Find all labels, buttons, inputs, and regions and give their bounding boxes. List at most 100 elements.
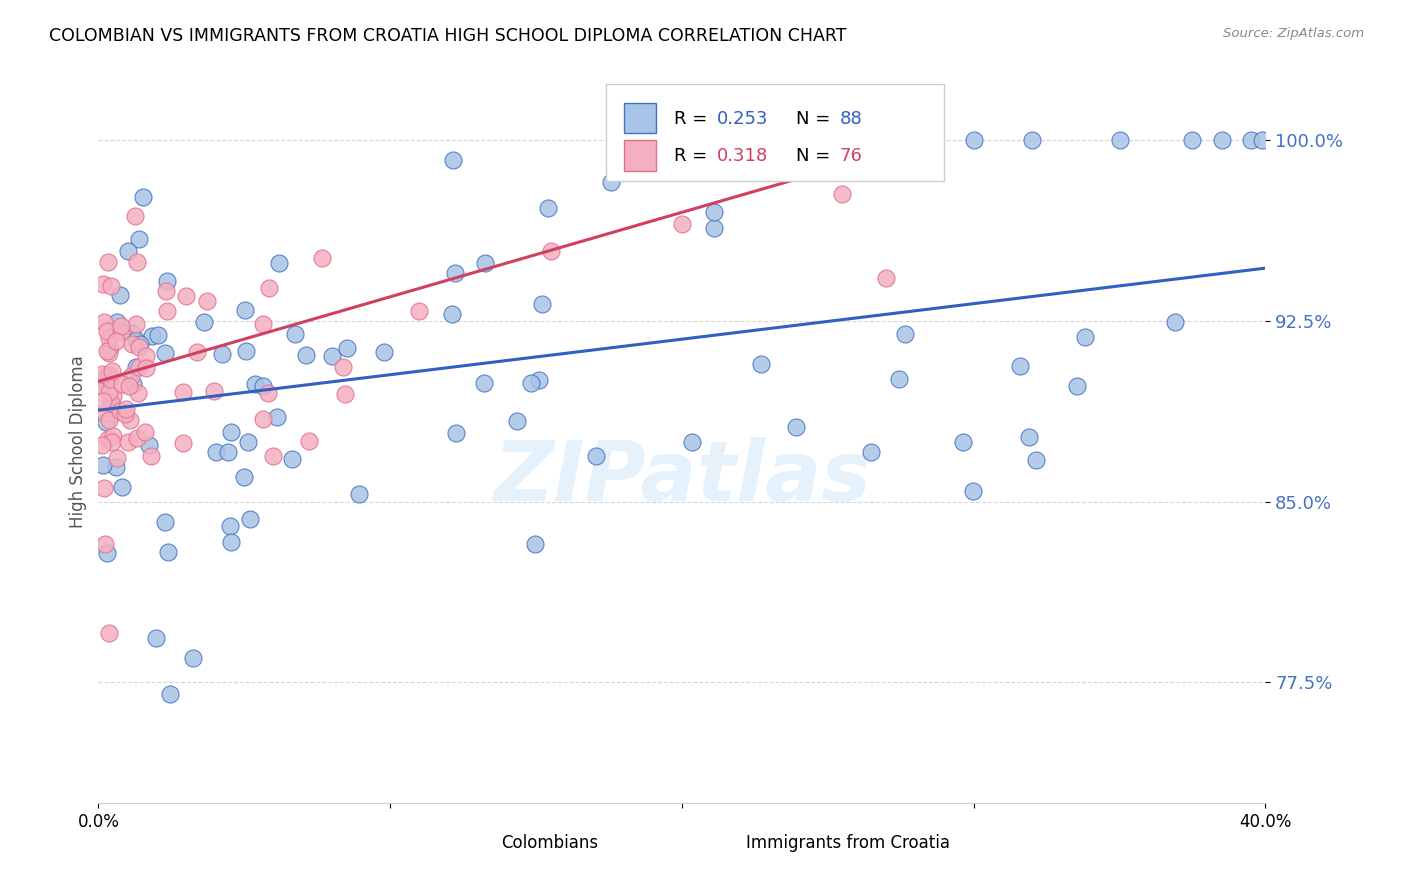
Point — [785, 419, 807, 434]
Point — [97, 432, 120, 446]
Point — [894, 326, 917, 341]
Point — [97, 370, 120, 384]
Point — [186, 344, 208, 359]
Point — [132, 190, 155, 204]
Text: ZIPatlas: ZIPatlas — [494, 437, 870, 518]
Point — [128, 232, 150, 246]
Point — [831, 186, 853, 201]
Point — [98, 341, 121, 355]
Point — [97, 385, 120, 400]
Point — [671, 217, 693, 231]
Text: N =: N = — [796, 147, 837, 165]
Point — [111, 377, 134, 392]
Point — [91, 367, 114, 381]
Point — [204, 445, 226, 459]
Point — [1164, 315, 1187, 329]
Point — [585, 449, 607, 463]
Point — [96, 545, 118, 559]
Point — [751, 358, 773, 372]
Point — [952, 434, 974, 449]
Point — [474, 256, 496, 270]
Point — [257, 280, 280, 294]
Point — [100, 279, 122, 293]
Point — [441, 153, 464, 168]
Point — [110, 325, 132, 339]
Point — [252, 318, 274, 332]
Point — [262, 450, 284, 464]
Point — [110, 480, 132, 494]
Point — [233, 470, 256, 484]
Point — [281, 452, 304, 467]
Point — [108, 287, 131, 301]
Point — [202, 384, 225, 398]
Point — [98, 413, 121, 427]
Point — [120, 368, 142, 383]
Point — [94, 536, 117, 550]
Point — [127, 386, 149, 401]
Point — [156, 545, 179, 559]
Point — [153, 515, 176, 529]
Point — [141, 328, 163, 343]
Point — [219, 425, 242, 439]
Point — [523, 537, 546, 551]
Point — [332, 359, 354, 374]
Point — [134, 425, 156, 439]
Point — [599, 175, 621, 189]
Point — [245, 377, 267, 392]
Point — [91, 394, 114, 409]
Point — [444, 266, 467, 280]
Point — [91, 458, 114, 472]
Point — [101, 406, 124, 420]
Point — [138, 438, 160, 452]
Point — [127, 431, 149, 445]
Point — [537, 202, 560, 216]
Point — [98, 368, 121, 383]
Point — [651, 158, 673, 172]
Point — [233, 303, 256, 318]
Point — [135, 361, 157, 376]
Point — [540, 244, 562, 258]
Point — [155, 274, 177, 288]
Point — [97, 255, 120, 269]
Point — [105, 460, 128, 475]
Point — [115, 402, 138, 417]
Point — [858, 121, 880, 136]
Point — [122, 377, 145, 392]
Text: R =: R = — [673, 110, 713, 128]
Point — [257, 386, 280, 401]
FancyBboxPatch shape — [624, 140, 657, 170]
Point — [118, 379, 141, 393]
Point — [373, 344, 395, 359]
Point — [101, 429, 124, 443]
Point — [118, 413, 141, 427]
Point — [128, 337, 150, 351]
Point — [408, 303, 430, 318]
Point — [703, 205, 725, 219]
Text: N =: N = — [796, 110, 837, 128]
Point — [252, 379, 274, 393]
FancyBboxPatch shape — [465, 835, 492, 857]
Point — [145, 632, 167, 646]
Point — [333, 387, 356, 401]
Point — [321, 349, 343, 363]
Point — [96, 324, 118, 338]
Point — [93, 406, 115, 420]
Point — [1211, 133, 1233, 147]
Point — [520, 376, 543, 390]
Point — [962, 483, 984, 498]
Point — [101, 364, 124, 378]
Text: Source: ZipAtlas.com: Source: ZipAtlas.com — [1223, 27, 1364, 40]
Point — [311, 252, 333, 266]
Point — [146, 327, 169, 342]
Point — [114, 407, 136, 421]
Point — [889, 372, 911, 386]
Point — [298, 434, 321, 449]
Point — [530, 297, 553, 311]
Point — [121, 326, 143, 340]
Point — [1240, 133, 1263, 147]
Y-axis label: High School Diploma: High School Diploma — [69, 355, 87, 528]
Point — [441, 307, 464, 321]
Point — [98, 372, 121, 386]
Point — [252, 411, 274, 425]
Point — [96, 368, 118, 383]
